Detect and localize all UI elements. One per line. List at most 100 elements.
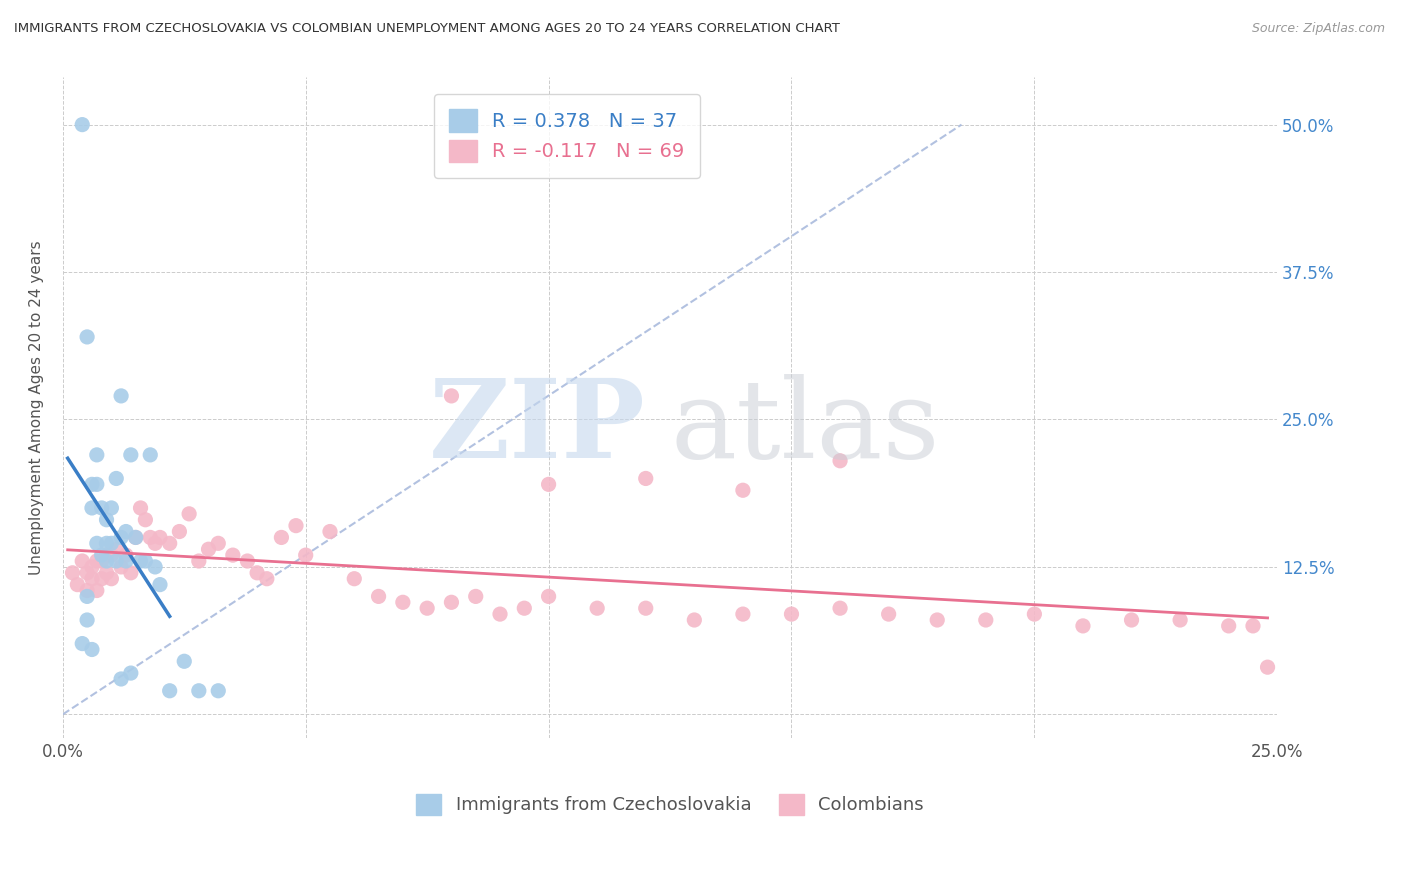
Point (222, 548, 245, 562)
Point (139, 448, 162, 462)
Point (246, 566, 269, 580)
Point (105, 471, 128, 485)
Point (139, 531, 162, 545)
Point (683, 613, 706, 627)
Point (1121, 613, 1143, 627)
Point (120, 566, 142, 580)
Point (440, 595, 463, 609)
Point (877, 607, 900, 621)
Point (80, 560, 103, 574)
Point (66, 577, 89, 591)
Point (169, 524, 191, 539)
Point (86, 554, 108, 568)
Y-axis label: Unemployment Among Ages 20 to 24 years: Unemployment Among Ages 20 to 24 years (30, 240, 44, 575)
Point (90, 572, 112, 586)
Point (110, 531, 132, 545)
Point (586, 601, 609, 615)
Point (105, 554, 128, 568)
Point (927, 613, 949, 627)
Point (440, 389, 463, 403)
Point (90, 554, 112, 568)
Point (537, 477, 560, 491)
Point (76, 613, 98, 627)
Point (367, 590, 389, 604)
Point (187, 554, 209, 568)
Text: Source: ZipAtlas.com: Source: ZipAtlas.com (1251, 22, 1385, 36)
Point (780, 607, 803, 621)
Point (76, 330, 98, 344)
Point (124, 531, 146, 545)
Point (828, 454, 851, 468)
Point (105, 542, 128, 557)
Point (100, 536, 122, 550)
Point (270, 531, 292, 545)
Point (731, 607, 754, 621)
Point (76, 583, 98, 598)
Point (100, 548, 122, 562)
Point (86, 583, 108, 598)
Point (110, 389, 132, 403)
Point (80, 572, 103, 586)
Point (731, 483, 754, 498)
Point (120, 666, 142, 681)
Point (828, 601, 851, 615)
Point (343, 572, 366, 586)
Point (70, 554, 93, 568)
Point (96, 548, 118, 562)
Point (129, 500, 152, 515)
Point (1024, 607, 1046, 621)
Point (294, 548, 316, 562)
Text: IMMIGRANTS FROM CZECHOSLOVAKIA VS COLOMBIAN UNEMPLOYMENT AMONG AGES 20 TO 24 YEA: IMMIGRANTS FROM CZECHOSLOVAKIA VS COLOMB… (14, 22, 839, 36)
Point (173, 654, 195, 668)
Point (80, 477, 103, 491)
Point (319, 524, 342, 539)
Point (96, 566, 118, 580)
Point (86, 477, 108, 491)
Point (197, 542, 219, 557)
Point (115, 554, 138, 568)
Point (1218, 619, 1240, 633)
Point (80, 500, 103, 515)
Point (143, 536, 166, 550)
Point (76, 590, 98, 604)
Point (179, 507, 201, 521)
Point (1071, 619, 1094, 633)
Point (96, 513, 118, 527)
Point (90, 500, 112, 515)
Point (416, 601, 439, 615)
Point (76, 566, 98, 580)
Point (149, 531, 172, 545)
Point (537, 590, 560, 604)
Point (80, 642, 103, 657)
Point (285, 518, 308, 533)
Point (62, 566, 84, 580)
Point (86, 448, 108, 462)
Text: ZIP: ZIP (429, 374, 645, 481)
Point (207, 536, 229, 550)
Point (634, 471, 657, 485)
Point (1168, 613, 1191, 627)
Point (120, 448, 142, 462)
Point (207, 683, 229, 698)
Text: atlas: atlas (671, 374, 939, 481)
Point (489, 607, 512, 621)
Point (256, 572, 278, 586)
Point (159, 683, 181, 698)
Point (70, 637, 93, 651)
Point (70, 118, 93, 132)
Point (149, 577, 172, 591)
Point (96, 554, 118, 568)
Point (86, 536, 108, 550)
Point (110, 672, 132, 686)
Point (1241, 619, 1264, 633)
Point (392, 595, 415, 609)
Point (143, 560, 166, 574)
Point (129, 554, 152, 568)
Point (110, 560, 132, 574)
Point (115, 524, 138, 539)
Point (974, 613, 997, 627)
Point (159, 536, 181, 550)
Point (187, 683, 209, 698)
Point (134, 554, 156, 568)
Legend: Immigrants from Czechoslovakia, Colombians: Immigrants from Czechoslovakia, Colombia… (409, 787, 931, 822)
